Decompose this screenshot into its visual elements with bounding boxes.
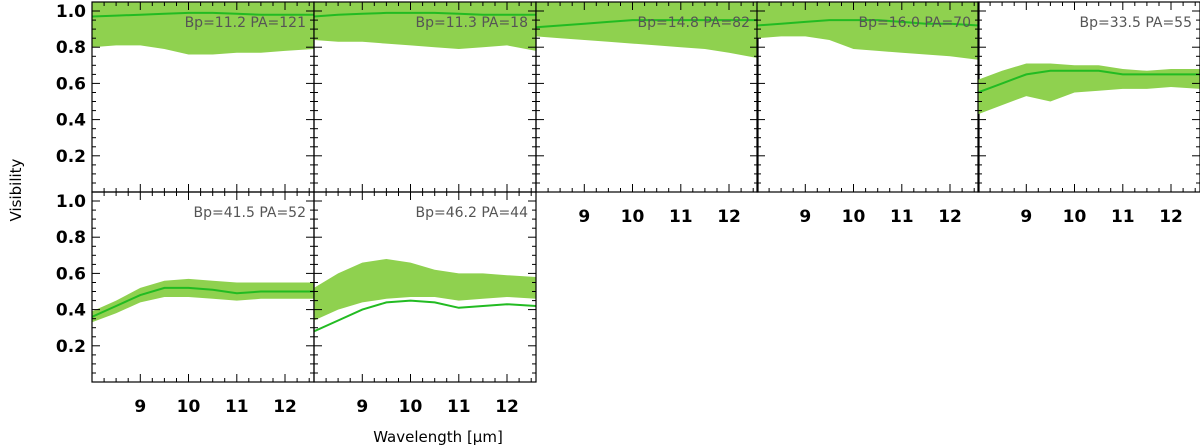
x-tick-label: 9 bbox=[356, 397, 368, 417]
uncertainty-band bbox=[757, 2, 979, 60]
x-tick-label: 12 bbox=[273, 397, 297, 417]
x-tick-label: 11 bbox=[669, 207, 693, 227]
x-tick-label: 11 bbox=[1111, 207, 1135, 227]
y-axis-title: Visibility bbox=[7, 158, 25, 221]
x-axis-title: Wavelength [μm] bbox=[373, 428, 503, 446]
model-line bbox=[536, 19, 758, 29]
x-tick-label: 10 bbox=[1063, 207, 1087, 227]
x-tick-label: 9 bbox=[134, 397, 146, 417]
x-tick-label: 9 bbox=[799, 207, 811, 227]
panel-4: 9 10 11 12 Bp=16.0 PA=70 bbox=[756, 1, 980, 227]
baseline-annotation: Bp=11.3 PA=18 bbox=[415, 15, 528, 31]
panel-2: Bp=11.3 PA=18 bbox=[313, 1, 537, 193]
x-tick-label: 11 bbox=[447, 397, 471, 417]
x-tick-label: 9 bbox=[1020, 207, 1032, 227]
model-line bbox=[92, 11, 314, 18]
x-tick-label: 10 bbox=[842, 207, 866, 227]
y-tick-label: 1.0 bbox=[56, 2, 86, 22]
x-tick-label: 9 bbox=[578, 207, 590, 227]
uncertainty-band bbox=[978, 63, 1200, 115]
panel-7: 9 10 11 12 Bp=46.2 PA=44 bbox=[313, 191, 537, 417]
panel-1: 0.2 0.4 0.6 0.8 1.0 Bp=11.2 PA=121 bbox=[56, 1, 315, 193]
baseline-annotation: Bp=46.2 PA=44 bbox=[415, 205, 528, 221]
x-tick-label: 12 bbox=[1159, 207, 1183, 227]
model-line bbox=[978, 69, 1200, 94]
baseline-annotation: Bp=14.8 PA=82 bbox=[637, 15, 750, 31]
x-tick-label: 11 bbox=[890, 207, 914, 227]
model-line bbox=[314, 11, 536, 18]
panel-5: 9 10 11 12 Bp=33.5 PA=55 bbox=[977, 1, 1200, 227]
panel-6: 0.2 0.4 0.6 0.8 1.0 9 10 11 12 Bp=41.5 PA=52 bbox=[56, 191, 315, 417]
y-tick-label: 0.8 bbox=[56, 228, 86, 248]
baseline-annotation: Bp=33.5 PA=55 bbox=[1079, 15, 1192, 31]
uncertainty-band bbox=[92, 278, 314, 323]
panel-frame bbox=[535, 1, 759, 193]
model-line bbox=[92, 286, 314, 318]
model-line bbox=[314, 299, 536, 333]
y-tick-label: 0.6 bbox=[56, 74, 86, 94]
y-tick-label: 1.0 bbox=[56, 192, 86, 212]
uncertainty-band bbox=[536, 2, 758, 59]
x-tick-label: 10 bbox=[621, 207, 645, 227]
x-tick-label: 12 bbox=[495, 397, 519, 417]
baseline-annotation: Bp=16.0 PA=70 bbox=[858, 15, 971, 31]
baseline-annotation: Bp=11.2 PA=121 bbox=[185, 15, 306, 31]
y-tick-label: 0.2 bbox=[56, 147, 86, 167]
uncertainty-band bbox=[314, 259, 536, 321]
baseline-annotation: Bp=41.5 PA=52 bbox=[193, 205, 306, 221]
x-tick-label: 10 bbox=[177, 397, 201, 417]
y-tick-label: 0.4 bbox=[56, 111, 86, 131]
x-tick-label: 12 bbox=[938, 207, 962, 227]
panel-frame bbox=[977, 1, 1200, 193]
x-tick-label: 11 bbox=[225, 397, 249, 417]
panels: 0.2 0.4 0.6 0.8 1.0 Bp=11.2 PA=121 Bp=11.3 PA=… bbox=[56, 1, 1200, 417]
y-tick-label: 0.8 bbox=[56, 38, 86, 58]
y-tick-label: 0.2 bbox=[56, 337, 86, 357]
x-tick-label: 10 bbox=[399, 397, 423, 417]
panel-frame bbox=[313, 191, 537, 383]
y-tick-label: 0.6 bbox=[56, 264, 86, 284]
x-tick-label: 12 bbox=[717, 207, 741, 227]
y-tick-label: 0.4 bbox=[56, 301, 86, 321]
model-line bbox=[757, 19, 979, 27]
panel-3: 9 10 11 12 Bp=14.8 PA=82 bbox=[535, 1, 759, 227]
